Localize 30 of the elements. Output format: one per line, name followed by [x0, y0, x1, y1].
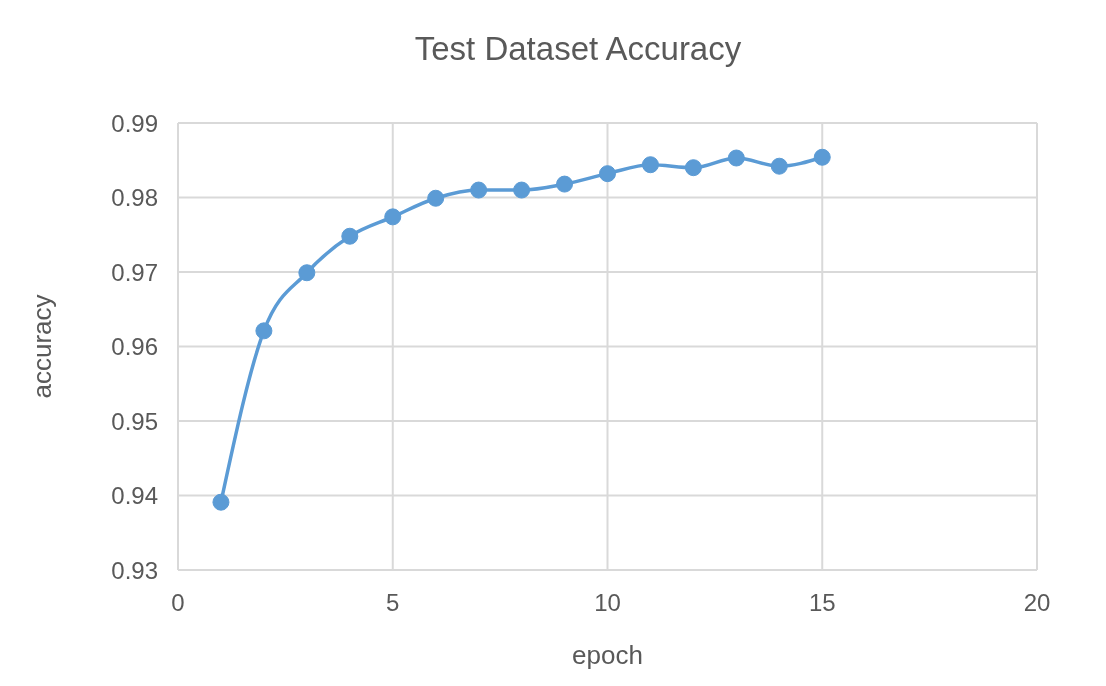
y-tick-label: 0.94 [111, 482, 158, 510]
point [684, 159, 702, 177]
y-tick-label: 0.95 [111, 407, 158, 435]
x-tick-label: 5 [386, 589, 400, 617]
point [427, 189, 445, 207]
point [599, 165, 616, 183]
point [470, 181, 488, 199]
y-axis-title: accuracy [27, 294, 58, 399]
y-tick-label: 0.96 [111, 333, 158, 361]
point [341, 227, 359, 245]
point [255, 322, 273, 340]
x-tick-label: 10 [594, 589, 621, 617]
point [384, 208, 402, 226]
y-tick-label: 0.97 [111, 258, 158, 286]
point [727, 149, 745, 167]
chart-title: Test Dataset Accuracy [413, 30, 743, 68]
point [813, 148, 831, 166]
point [641, 156, 659, 174]
point [513, 181, 531, 199]
point [212, 493, 230, 511]
y-tick-label: 0.99 [111, 109, 158, 137]
x-tick-label: 20 [1023, 589, 1051, 617]
y-tick-label: 0.93 [111, 556, 158, 584]
point [298, 264, 316, 282]
x-tick-label: 15 [808, 589, 836, 617]
point [556, 175, 574, 193]
y-tick-label: 0.98 [111, 184, 158, 212]
x-axis-title: epoch [572, 640, 643, 670]
point [770, 157, 788, 175]
x-tick-label: 0 [171, 589, 185, 617]
